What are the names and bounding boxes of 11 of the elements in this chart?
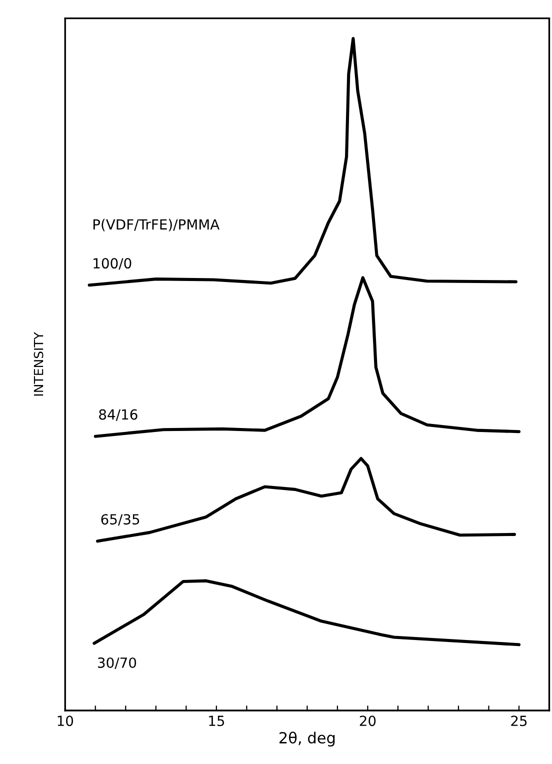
y-axis-title: INTENSITY <box>34 332 44 396</box>
x-tick-label: 15 <box>209 716 224 726</box>
x-tick-label: 20 <box>360 716 376 726</box>
series-label: 65/35 <box>101 514 140 526</box>
series-label: 100/0 <box>94 258 132 270</box>
x-axis-title: 2θ, deg <box>280 732 335 747</box>
x-tick-label: 10 <box>58 716 74 726</box>
series-label: 84/16 <box>99 409 138 421</box>
annotation: P(VDF/TrFE)/PMMA <box>93 218 220 232</box>
x-tick-label: 25 <box>511 716 527 726</box>
series-label: 30/70 <box>98 657 136 670</box>
